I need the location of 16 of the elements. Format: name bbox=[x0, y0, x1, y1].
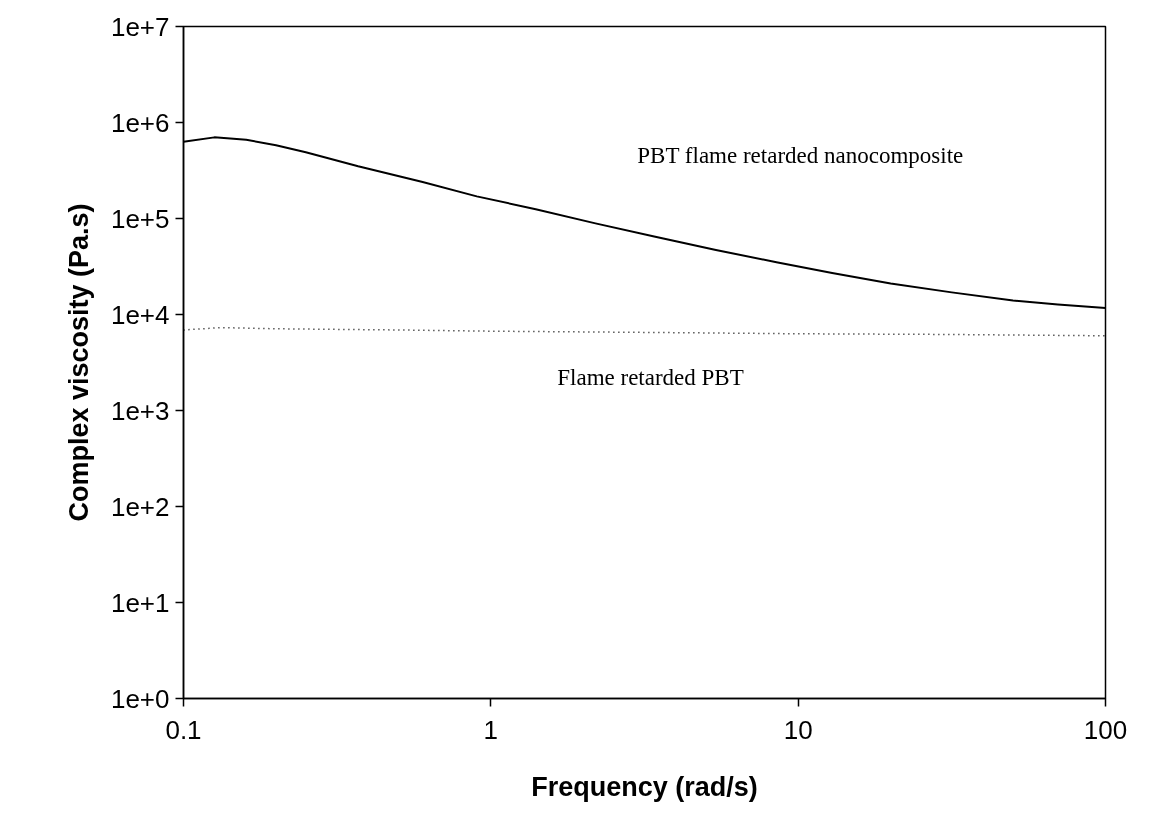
x-tick-label: 0.1 bbox=[165, 714, 202, 745]
x-tick-label: 100 bbox=[1083, 714, 1128, 745]
x-tick-label: 10 bbox=[783, 714, 813, 745]
y-tick-label: 1e+3 bbox=[110, 395, 170, 426]
y-tick-label: 1e+1 bbox=[110, 587, 170, 618]
annotation: PBT flame retarded nanocomposite bbox=[637, 143, 964, 168]
y-tick-label: 1e+4 bbox=[110, 299, 170, 330]
y-tick-label: 1e+5 bbox=[110, 203, 170, 234]
x-tick-label: 1 bbox=[483, 714, 499, 745]
y-axis-title: Complex viscosity (Pa.s) bbox=[63, 203, 94, 522]
y-tick-label: 1e+2 bbox=[110, 491, 170, 522]
y-tick-label: 1e+6 bbox=[110, 107, 170, 138]
x-axis-title: Frequency (rad/s) bbox=[531, 771, 758, 802]
y-tick-label: 1e+7 bbox=[110, 11, 170, 42]
annotation: Flame retarded PBT bbox=[557, 365, 744, 390]
y-tick-label: 1e+0 bbox=[110, 683, 170, 714]
